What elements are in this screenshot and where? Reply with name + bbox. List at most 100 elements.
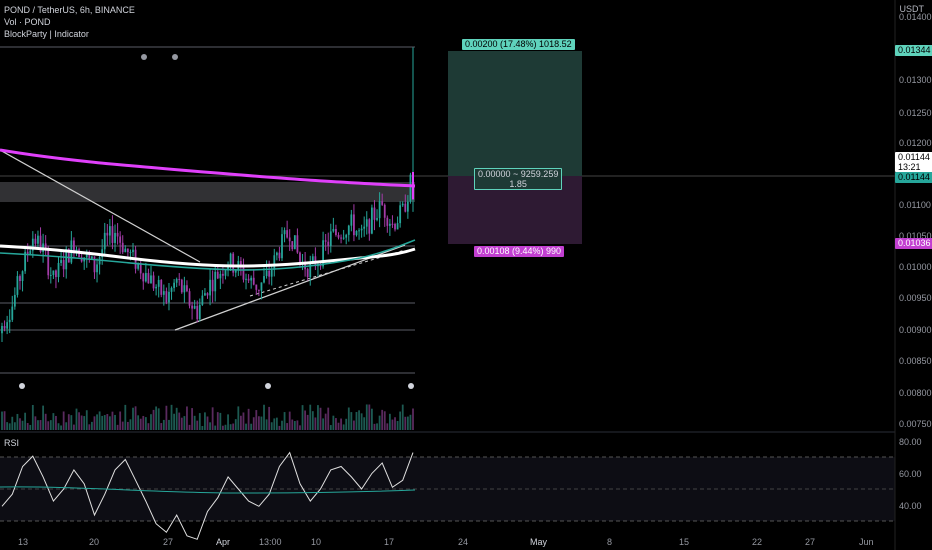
downtrend-line[interactable] — [0, 149, 201, 263]
candle-body — [91, 256, 93, 259]
volume-bar — [191, 408, 193, 430]
volume-bar — [142, 415, 145, 430]
volume-bar — [60, 425, 62, 430]
candle-body — [196, 305, 199, 320]
volume-bar — [178, 412, 181, 430]
volume-bar — [83, 416, 86, 430]
time-tick: 13:00 — [259, 537, 282, 547]
volume-bar — [19, 418, 21, 430]
candle-body — [31, 238, 34, 251]
volume-bar — [204, 412, 206, 430]
volume-bar — [116, 424, 119, 430]
volume-bar — [391, 419, 394, 430]
entry-price-badge: 0.01144 — [895, 172, 932, 183]
candle-body — [80, 257, 83, 262]
candle-body — [114, 232, 116, 243]
rsi-label: RSI — [4, 438, 20, 448]
volume-bar — [3, 411, 6, 430]
candle-body — [60, 260, 62, 263]
candle-body — [168, 291, 170, 303]
volume-bar — [8, 423, 11, 430]
price-tick: 0.01000 — [899, 262, 932, 272]
volume-bar — [168, 419, 170, 430]
volume-bar — [283, 412, 286, 430]
candle-body — [150, 275, 152, 284]
candle-body — [88, 253, 91, 259]
volume-bar — [85, 410, 88, 430]
volume-bar — [42, 405, 44, 430]
candle-body — [263, 276, 265, 283]
candle-body — [1, 326, 3, 334]
price-tick: 0.00800 — [899, 388, 932, 398]
candle-body — [6, 322, 9, 329]
candle-body — [358, 230, 360, 232]
candle-body — [291, 241, 294, 250]
volume-bar — [273, 418, 276, 430]
volume-bar — [347, 407, 350, 430]
volume-bar — [108, 416, 111, 430]
volume-bar — [49, 420, 52, 430]
candle-body — [337, 234, 340, 238]
candle-body — [353, 214, 355, 236]
candle-body — [373, 207, 376, 220]
candle-body — [340, 237, 342, 239]
volume-bar — [165, 405, 168, 430]
candle-body — [388, 223, 391, 226]
candle-body — [106, 232, 109, 236]
grid-lines — [0, 46, 415, 374]
candle-body — [47, 249, 50, 276]
volume-bar — [304, 410, 307, 430]
target-zone[interactable] — [448, 51, 582, 176]
volume-bar — [26, 423, 29, 430]
volume-bar — [152, 409, 155, 430]
volume-bar — [73, 424, 75, 430]
candle-body — [157, 280, 160, 287]
volume-bar — [365, 404, 368, 430]
volume-bar — [299, 425, 301, 430]
volume-bar — [345, 418, 348, 430]
candle-body — [162, 291, 165, 295]
uptrend-support-line[interactable] — [174, 244, 406, 331]
candle-body — [381, 201, 384, 205]
candle-body — [350, 214, 353, 226]
candle-body — [183, 285, 186, 293]
volume-bar — [399, 411, 402, 430]
volume-bar — [406, 416, 409, 430]
candle-body — [201, 295, 204, 305]
volume-bar — [268, 406, 271, 430]
volume-bar — [245, 423, 247, 430]
price-tick: 0.00750 — [899, 419, 932, 429]
price-tick: 0.00850 — [899, 356, 932, 366]
volume-bar — [101, 415, 104, 430]
candle-body — [247, 278, 250, 281]
volume-bar — [329, 425, 332, 430]
time-tick: 22 — [752, 537, 763, 547]
dashed-trend-line[interactable] — [249, 249, 406, 297]
volume-bar — [332, 415, 335, 430]
volume-bar — [11, 416, 14, 430]
candle-body — [57, 262, 60, 278]
volume-bar — [319, 407, 322, 430]
volume-bar — [409, 414, 412, 430]
candle-body — [49, 274, 52, 276]
volume-bar — [263, 404, 265, 430]
candle-body — [204, 293, 206, 296]
volume-bar — [383, 411, 386, 430]
volume-bar — [275, 417, 278, 430]
candle-body — [278, 252, 281, 259]
volume-bar — [396, 420, 399, 430]
volume-bar — [126, 421, 129, 430]
candle-body — [404, 203, 407, 212]
candle-body — [386, 217, 389, 226]
candle-body — [360, 228, 363, 231]
volume-bar — [250, 423, 253, 430]
volume-bar — [162, 419, 165, 430]
volume-bar — [209, 422, 211, 430]
target-price-badge: 0.01344 — [895, 45, 932, 56]
volume-bar — [91, 421, 93, 430]
volume-bar — [119, 411, 122, 430]
volume-bar — [13, 422, 16, 430]
volume-bar — [96, 414, 98, 430]
candle-body — [394, 224, 396, 230]
